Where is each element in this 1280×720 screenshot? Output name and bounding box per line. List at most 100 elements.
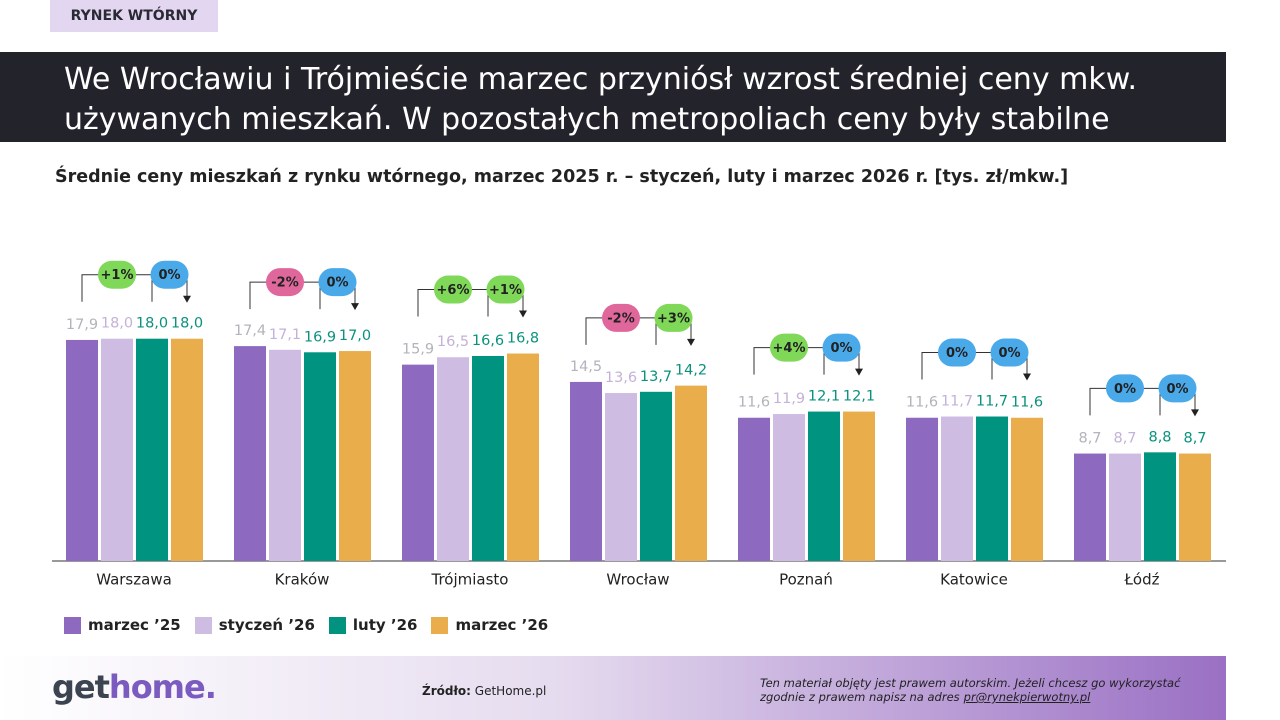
bar xyxy=(941,416,973,561)
value-label: 16,5 xyxy=(437,334,469,350)
bar xyxy=(605,393,637,561)
legend-item: luty ’26 xyxy=(328,616,417,634)
copyright-line: Ten materiał objęty jest prawem autorski… xyxy=(760,676,1181,690)
change-label: 0% xyxy=(158,268,180,283)
value-label: 8,8 xyxy=(1148,429,1171,445)
change-label: 0% xyxy=(1166,382,1188,397)
source: Źródło: GetHome.pl xyxy=(422,684,546,698)
bar xyxy=(640,391,672,561)
change-pill xyxy=(318,268,357,297)
value-label: 11,7 xyxy=(941,394,973,410)
value-label: 18,0 xyxy=(171,316,203,332)
logo: gethome. xyxy=(52,668,217,706)
arrow-head xyxy=(519,310,527,318)
legend-label: styczeń ’26 xyxy=(218,616,315,634)
bar xyxy=(136,338,168,561)
bar xyxy=(1109,453,1141,561)
arrow-head xyxy=(1191,409,1199,417)
value-label: 8,7 xyxy=(1183,431,1206,447)
headline-line: używanych mieszkań. W pozostałych metrop… xyxy=(64,102,1110,137)
value-label: 8,7 xyxy=(1078,431,1101,447)
value-label: 11,6 xyxy=(906,395,938,411)
copyright-line: zgodnie z prawem napisz na adres pr@rynek… xyxy=(760,690,1180,704)
legend-label: marzec ’26 xyxy=(455,616,549,634)
change-pill xyxy=(654,303,693,332)
bar xyxy=(171,338,203,561)
change-pill xyxy=(770,333,808,362)
copyright-text: zgodnie z prawem napisz na adres xyxy=(760,690,960,704)
value-label: 11,6 xyxy=(1011,395,1043,411)
value-label: 18,0 xyxy=(136,316,168,332)
bar xyxy=(906,417,938,561)
value-label: 16,8 xyxy=(507,331,539,347)
arrow-head xyxy=(351,303,359,311)
x-tick-label: Warszawa xyxy=(96,571,172,589)
change-label: 0% xyxy=(830,341,852,356)
bar xyxy=(304,352,336,561)
x-tick-label: Poznań xyxy=(779,571,833,589)
bar xyxy=(339,351,371,561)
value-label: 17,1 xyxy=(269,327,301,343)
bar xyxy=(402,364,434,561)
bar xyxy=(773,414,805,561)
legend-label: marzec ’25 xyxy=(88,616,181,634)
change-label: -2% xyxy=(271,276,298,291)
legend-swatch xyxy=(194,616,212,634)
change-label: +6% xyxy=(437,283,470,298)
change-pill xyxy=(434,275,472,304)
value-label: 13,6 xyxy=(605,370,637,386)
value-label: 11,9 xyxy=(773,391,805,407)
change-pill xyxy=(602,303,640,332)
bar xyxy=(976,416,1008,561)
logo-part: home. xyxy=(108,668,217,706)
change-label: +4% xyxy=(773,341,806,356)
bar xyxy=(507,353,539,561)
logo-part: get xyxy=(52,668,110,706)
change-pill xyxy=(938,338,976,367)
change-pill xyxy=(486,275,525,304)
bar xyxy=(675,385,707,561)
legend-swatch xyxy=(64,616,81,634)
bar xyxy=(269,349,301,561)
value-label: 14,2 xyxy=(675,363,707,379)
change-label: 0% xyxy=(326,276,348,291)
bar xyxy=(472,355,504,561)
chart: Średnie ceny mieszkań z rynku wtórnego, … xyxy=(52,165,1226,589)
x-tick-label: Łódź xyxy=(1123,571,1159,589)
section-tag: RYNEK WTÓRNY xyxy=(50,0,218,32)
x-tick-label: Katowice xyxy=(940,571,1008,589)
change-pill xyxy=(1106,374,1144,403)
legend-swatch xyxy=(328,616,346,634)
legend-item: marzec ’25 xyxy=(64,616,181,634)
bar xyxy=(1144,452,1176,561)
arrow-head xyxy=(687,338,695,346)
bar xyxy=(1179,453,1211,561)
change-pill xyxy=(150,260,189,289)
bar xyxy=(570,381,602,561)
chart-title: Średnie ceny mieszkań z rynku wtórnego, … xyxy=(55,165,1068,187)
value-label: 16,6 xyxy=(472,333,504,349)
copyright: Ten materiał objęty jest prawem autorski… xyxy=(760,676,1180,704)
value-label: 11,7 xyxy=(976,394,1008,410)
value-label: 17,4 xyxy=(234,323,266,339)
change-pill xyxy=(266,268,304,297)
value-label: 12,1 xyxy=(843,389,875,405)
change-label: 0% xyxy=(998,346,1020,361)
bar xyxy=(437,357,469,561)
value-label: 18,0 xyxy=(101,316,133,332)
headline: We Wrocławiu i Trójmieście marzec przyni… xyxy=(0,52,1226,142)
source-label: Źródło: xyxy=(422,684,471,698)
change-label: +1% xyxy=(489,283,522,298)
legend-item: styczeń ’26 xyxy=(194,616,315,634)
value-label: 14,5 xyxy=(570,359,602,375)
arrow-head xyxy=(855,368,863,376)
bar xyxy=(1011,417,1043,561)
bar xyxy=(66,339,98,561)
value-label: 16,9 xyxy=(304,329,336,345)
x-tick-label: Trójmiasto xyxy=(431,571,509,589)
value-label: 17,0 xyxy=(339,328,371,344)
bar xyxy=(1074,453,1106,561)
bar xyxy=(843,411,875,561)
email[interactable]: pr@rynekpierwotny.pl xyxy=(963,690,1091,704)
